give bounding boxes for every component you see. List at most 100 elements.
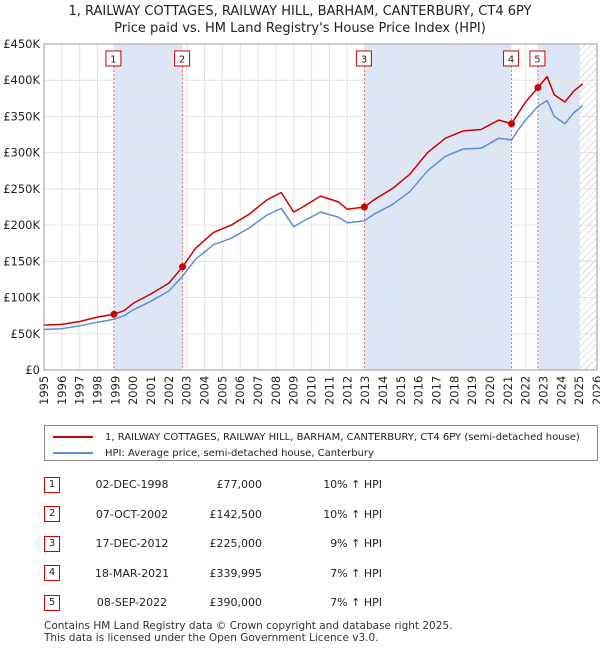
x-tick-label: 2006 xyxy=(233,376,247,405)
sale-date: 07-OCT-2002 xyxy=(95,507,169,521)
x-tick-label: 2026 xyxy=(590,376,600,405)
x-tick-label: 2013 xyxy=(358,376,372,405)
sales-table: 1 02-DEC-1998 £77,000 10% ↑ HPI 2 07-OCT… xyxy=(44,470,382,618)
price-chart: £0 £50K £100K £150K £200K £250K £300K £350K £400… xyxy=(3,37,600,405)
sale-date: 02-DEC-1998 xyxy=(95,478,169,492)
y-tick-label: £300K xyxy=(3,146,40,160)
sale-marker-box xyxy=(355,50,372,67)
footer: Contains HM Land Registry data © Crown c… xyxy=(44,620,452,644)
legend-label-price: 1, RAILWAY COTTAGES, RAILWAY HILL, BARHA… xyxy=(105,431,580,443)
table-row: 2 07-OCT-2002 £142,500 10% ↑ HPI xyxy=(44,500,382,530)
x-tick-label: 2011 xyxy=(322,376,336,405)
table-row: 5 08-SEP-2022 £390,000 7% ↑ HPI xyxy=(44,588,382,618)
x-tick-label: 2015 xyxy=(394,376,408,405)
x-tick-label: 1999 xyxy=(108,376,122,405)
footer-copyright: Contains HM Land Registry data © Crown c… xyxy=(44,620,453,632)
y-tick-label: £0 xyxy=(25,363,40,377)
x-tick-label: 2000 xyxy=(126,376,140,405)
sale-hpi-diff: 10% ↑ HPI xyxy=(323,478,382,492)
x-tick-label: 2021 xyxy=(501,376,515,405)
x-tick-label: 2008 xyxy=(269,376,283,405)
y-tick-label: £100K xyxy=(3,291,40,305)
legend-swatch-hpi xyxy=(53,452,93,454)
sale-point xyxy=(360,203,368,211)
sale-point xyxy=(508,120,516,128)
sale-date: 18-MAR-2021 xyxy=(94,566,170,580)
y-tick-label: £150K xyxy=(3,254,40,268)
y-tick-label: £50K xyxy=(11,327,41,341)
sale-price: £390,000 xyxy=(209,596,263,610)
sale-point xyxy=(179,263,187,271)
sale-marker-box xyxy=(174,50,191,67)
legend-label-hpi: HPI: Average price, semi-detached house,… xyxy=(105,447,374,459)
x-tick-label: 2009 xyxy=(287,376,301,405)
x-tick-label: 2024 xyxy=(554,376,568,405)
plot-border xyxy=(43,43,598,371)
x-tick-label: 2001 xyxy=(144,376,158,405)
sale-number-badge: 5 xyxy=(44,594,60,611)
sale-marker-box xyxy=(105,50,122,67)
sale-hpi-diff: 10% ↑ HPI xyxy=(323,507,382,521)
sale-date: 08-SEP-2022 xyxy=(96,596,168,610)
sale-marker-label: 2 xyxy=(179,55,185,66)
x-tick-label: 2003 xyxy=(180,376,194,405)
x-tick-label: 2019 xyxy=(465,376,479,405)
table-row: 1 02-DEC-1998 £77,000 10% ↑ HPI xyxy=(44,470,382,500)
sale-price: £142,500 xyxy=(209,507,263,521)
chart-subtitle: Price paid vs. HM Land Registry's House … xyxy=(114,21,486,36)
y-tick-label: £450K xyxy=(3,37,40,51)
x-tick-label: 2023 xyxy=(536,376,550,405)
x-tick-label: 2010 xyxy=(305,376,319,405)
legend-swatch-price xyxy=(53,436,93,438)
ownership-highlight xyxy=(113,44,183,370)
sale-date: 17-DEC-2012 xyxy=(95,537,169,551)
sale-point xyxy=(534,83,542,91)
sale-price: £339,995 xyxy=(209,566,263,580)
x-tick-label: 2018 xyxy=(447,376,461,405)
sale-marker-label: 3 xyxy=(361,55,367,66)
table-row: 3 17-DEC-2012 £225,000 9% ↑ HPI xyxy=(44,529,382,559)
sale-hpi-diff: 9% ↑ HPI xyxy=(330,537,382,551)
sale-marker-box xyxy=(529,50,546,67)
legend: 1, RAILWAY COTTAGES, RAILWAY HILL, BARHA… xyxy=(44,425,598,461)
x-tick-label: 2022 xyxy=(519,376,533,405)
sale-point xyxy=(110,310,118,318)
sale-price: £225,000 xyxy=(209,537,263,551)
table-row: 4 18-MAR-2021 £339,995 7% ↑ HPI xyxy=(44,559,382,589)
sale-marker-label: 4 xyxy=(508,55,514,66)
sale-marker-label: 1 xyxy=(110,55,116,66)
x-tick-label: 2012 xyxy=(340,376,354,405)
chart-title: 1, RAILWAY COTTAGES, RAILWAY HILL, BARHA… xyxy=(68,4,532,19)
y-tick-label: £350K xyxy=(3,109,40,123)
x-tick-label: 2020 xyxy=(483,376,497,405)
sale-number-badge: 4 xyxy=(44,565,60,582)
x-tick-label: 1995 xyxy=(37,376,51,405)
x-tick-label: 2004 xyxy=(198,376,212,405)
y-tick-label: £250K xyxy=(3,182,40,196)
sale-hpi-diff: 7% ↑ HPI xyxy=(330,596,382,610)
sale-marker-label: 5 xyxy=(534,55,540,66)
hpi-line xyxy=(43,99,584,331)
legend-item-price: 1, RAILWAY COTTAGES, RAILWAY HILL, BARHA… xyxy=(53,429,580,445)
y-tick-label: £400K xyxy=(3,73,40,87)
footer-licence: This data is licensed under the Open Gov… xyxy=(44,632,379,644)
sale-price: £77,000 xyxy=(216,478,263,492)
x-tick-label: 2007 xyxy=(251,376,265,405)
x-tick-label: 1998 xyxy=(91,376,105,405)
sale-number-badge: 3 xyxy=(44,535,60,552)
x-tick-label: 1997 xyxy=(73,376,87,405)
x-tick-label: 2025 xyxy=(572,376,586,405)
x-tick-label: 2014 xyxy=(376,376,390,405)
sale-marker-box xyxy=(503,50,520,67)
sale-number-badge: 1 xyxy=(44,476,60,493)
x-tick-label: 2017 xyxy=(429,376,443,405)
price-line xyxy=(43,75,584,326)
x-tick-label: 2002 xyxy=(162,376,176,405)
sale-number-badge: 2 xyxy=(44,506,60,523)
x-tick-label: 2005 xyxy=(215,376,229,405)
sale-hpi-diff: 7% ↑ HPI xyxy=(330,566,382,580)
y-tick-label: £200K xyxy=(3,218,40,232)
x-tick-label: 1996 xyxy=(55,376,69,405)
legend-item-hpi: HPI: Average price, semi-detached house,… xyxy=(53,445,374,461)
future-hatch xyxy=(579,44,597,370)
